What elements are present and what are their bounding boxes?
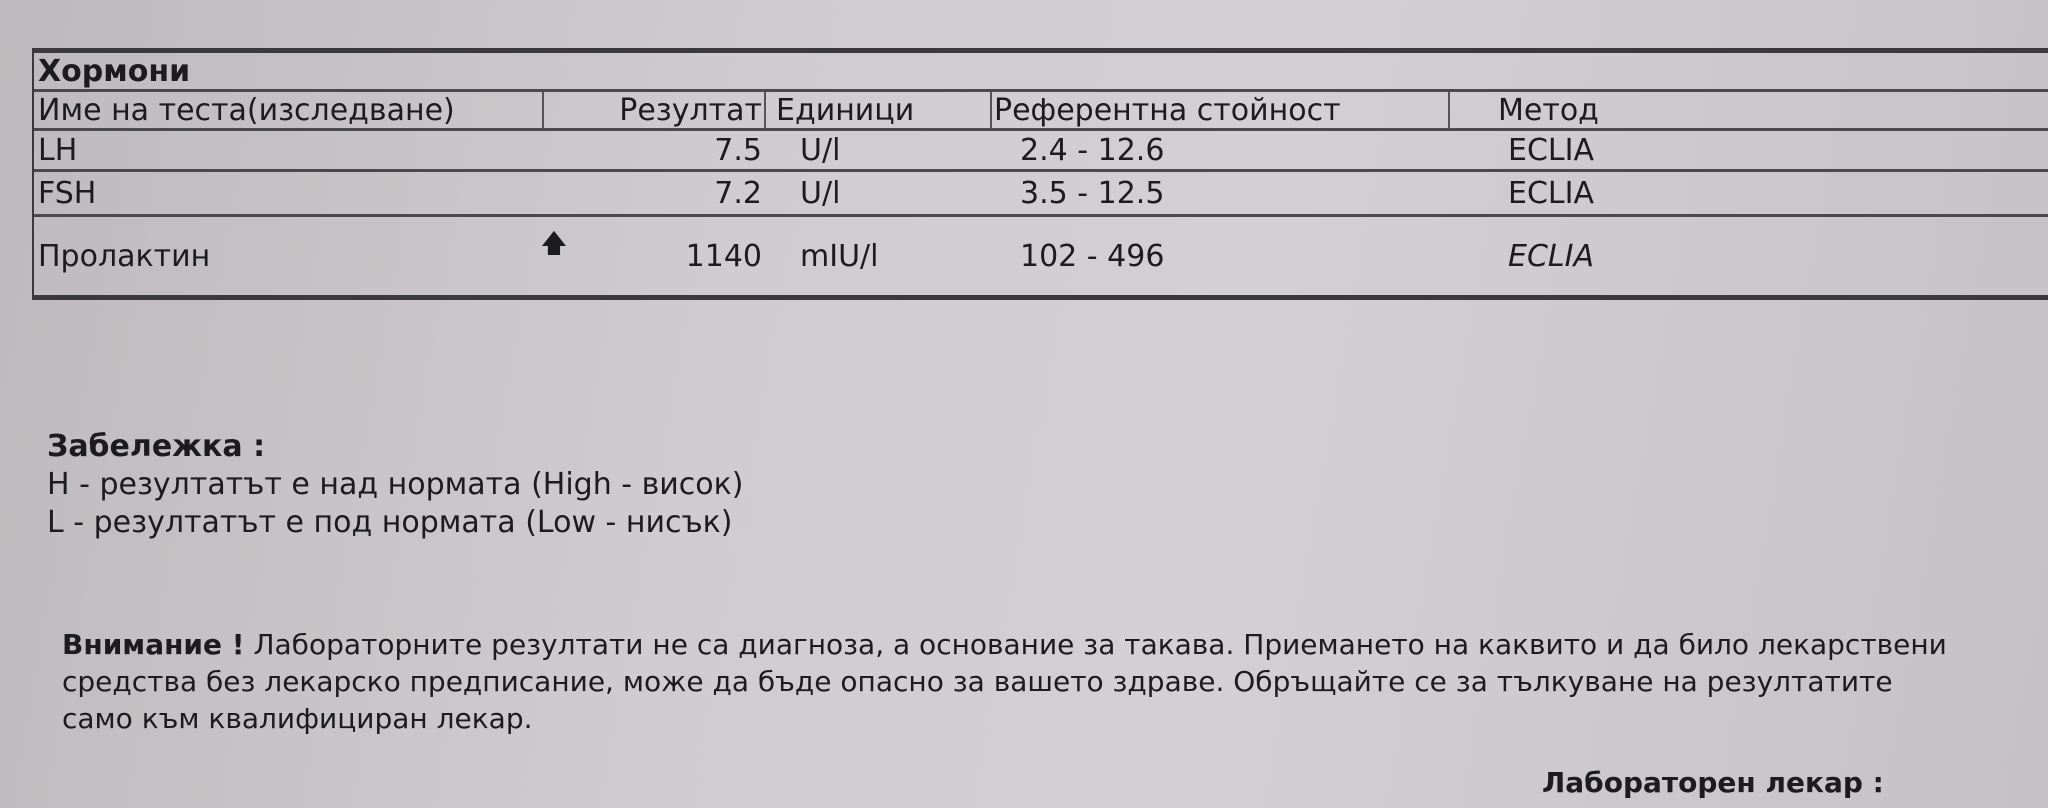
test-method: ECLIA xyxy=(1508,238,1594,274)
test-units: U/l xyxy=(800,132,841,168)
section-title: Хормони xyxy=(34,53,2048,92)
test-method: ECLIA xyxy=(1508,175,1594,211)
test-result: 1140 xyxy=(685,238,762,274)
high-arrow-icon: 🡅 xyxy=(540,229,568,259)
note-line-low: L - резултатът е под нормата (Low - нисъ… xyxy=(47,505,733,540)
note-heading: Забележка : xyxy=(47,429,266,464)
lab-doctor-label: Лабораторен лекар : xyxy=(1542,766,1884,799)
table-row: FSH 7.2 U/l 3.5 - 12.5 ECLIA xyxy=(34,172,2048,217)
table-row: Пролактин 🡅 1140 mIU/l 102 - 496 ECLIA xyxy=(34,217,2048,295)
test-reference: 2.4 - 12.6 xyxy=(1020,132,1165,168)
header-result: Резултат xyxy=(542,92,762,128)
warning-text: Лабораторните резултати не са диагноза, … xyxy=(62,628,1947,735)
test-result: 7.2 xyxy=(714,175,762,211)
header-reference: Референтна стойност xyxy=(990,92,1450,128)
table-row: LH 7.5 U/l 2.4 - 12.6 ECLIA xyxy=(34,131,2048,172)
test-name: FSH xyxy=(38,175,97,211)
hormones-table: Хормони Име на теста(изследване) Резулта… xyxy=(32,48,2048,300)
table-header: Име на теста(изследване) Резултат Единиц… xyxy=(34,92,2048,131)
test-result: 7.5 xyxy=(714,132,762,168)
test-units: U/l xyxy=(800,175,841,211)
test-name: LH xyxy=(38,132,78,168)
test-name: Пролактин xyxy=(38,238,211,274)
header-units: Единици xyxy=(764,92,990,128)
warning-label: Внимание ! xyxy=(62,628,245,661)
test-reference: 102 - 496 xyxy=(1020,238,1165,274)
test-method: ECLIA xyxy=(1508,132,1594,168)
header-method: Метод xyxy=(1448,92,2048,128)
note-line-high: H - резултатът е над нормата (High - вис… xyxy=(47,467,744,502)
test-reference: 3.5 - 12.5 xyxy=(1020,175,1165,211)
test-units: mIU/l xyxy=(800,238,879,274)
header-name: Име на теста(изследване) xyxy=(38,92,455,128)
warning-paragraph: Внимание ! Лабораторните резултати не са… xyxy=(62,626,1962,737)
note-block: Забележка : H - резултатът е над нормата… xyxy=(47,428,743,542)
